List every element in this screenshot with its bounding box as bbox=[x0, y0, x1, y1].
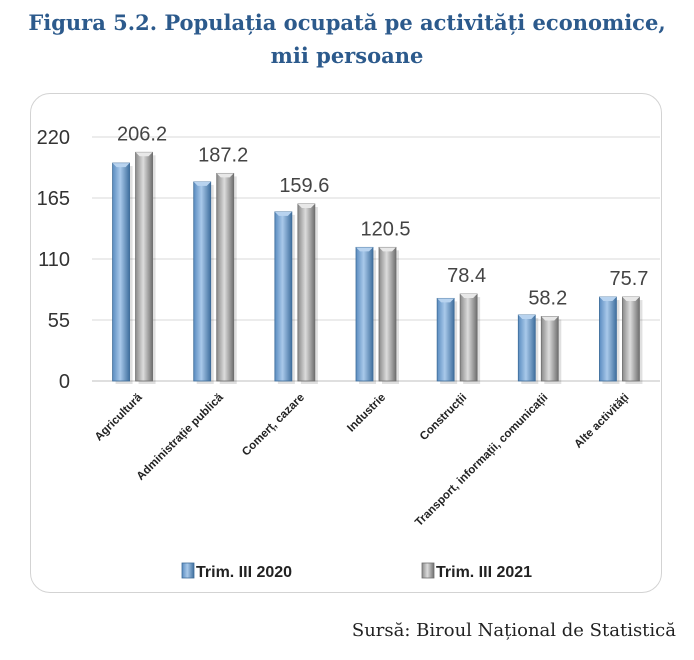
bar-2020 bbox=[193, 181, 212, 382]
bar-2020 bbox=[355, 246, 374, 382]
source-note: Sursă: Biroul Național de Statistică bbox=[351, 620, 676, 641]
bar-cap bbox=[541, 316, 559, 321]
bar-2021 bbox=[540, 316, 559, 382]
bar-cap bbox=[297, 203, 315, 208]
bar-2020 bbox=[274, 211, 293, 382]
bar-2021 bbox=[622, 296, 640, 382]
y-tick-label: 0 bbox=[59, 371, 70, 393]
legend-label: Trim. III 2020 bbox=[196, 564, 292, 581]
bar-2020 bbox=[112, 162, 130, 382]
chart-title-line-1: Figura 5.2. Populația ocupată pe activit… bbox=[28, 10, 666, 35]
legend-label: Trim. III 2021 bbox=[436, 564, 532, 581]
bar-2021 bbox=[378, 246, 397, 382]
category-label: Alte activități bbox=[572, 392, 631, 451]
legend-swatch-2020 bbox=[181, 562, 195, 579]
bar-cap bbox=[460, 294, 478, 299]
bar-2021 bbox=[135, 151, 153, 382]
data-label: 206.2 bbox=[117, 123, 167, 145]
category-label: Industrie bbox=[345, 392, 388, 435]
bar-cap bbox=[599, 297, 617, 302]
category-label: Transport, informații, comunicații bbox=[413, 392, 550, 529]
legend-swatch-2021 bbox=[421, 562, 435, 579]
y-tick-label: 55 bbox=[48, 310, 70, 332]
chart-title-line-2: mii persoane bbox=[270, 43, 424, 68]
bar-cap bbox=[356, 247, 373, 252]
bar-cap bbox=[274, 211, 292, 216]
category-label: Administrație publică bbox=[135, 391, 227, 483]
data-label: 159.6 bbox=[279, 175, 329, 197]
bar-2021 bbox=[216, 172, 235, 382]
bar-cap bbox=[379, 247, 396, 252]
data-label: 58.2 bbox=[528, 287, 567, 309]
data-label: 78.4 bbox=[447, 265, 486, 287]
bar-cap bbox=[518, 315, 536, 320]
category-label: Comerț, cazare bbox=[240, 392, 307, 459]
y-tick-label: 110 bbox=[38, 249, 70, 271]
data-label: 75.7 bbox=[609, 268, 648, 290]
bar-cap bbox=[112, 163, 130, 168]
data-label: 120.5 bbox=[360, 218, 410, 240]
bar-2020 bbox=[599, 296, 617, 382]
bar-2020 bbox=[517, 314, 536, 382]
bar-cap bbox=[135, 152, 153, 157]
bar-cap bbox=[622, 297, 640, 302]
bar-cap bbox=[437, 298, 455, 303]
y-tick-label: 165 bbox=[37, 188, 70, 210]
category-label: Agricultură bbox=[93, 391, 145, 443]
bar-2021 bbox=[459, 293, 478, 382]
bar-cap bbox=[216, 173, 234, 178]
category-label: Construcții bbox=[418, 392, 469, 443]
bar-cap bbox=[193, 181, 211, 186]
bar-2021 bbox=[297, 203, 316, 382]
bar-2020 bbox=[436, 297, 455, 382]
y-tick-label: 220 bbox=[37, 127, 70, 149]
chart-title: Figura 5.2. Populația ocupată pe activit… bbox=[0, 6, 694, 72]
data-label: 187.2 bbox=[198, 144, 248, 166]
